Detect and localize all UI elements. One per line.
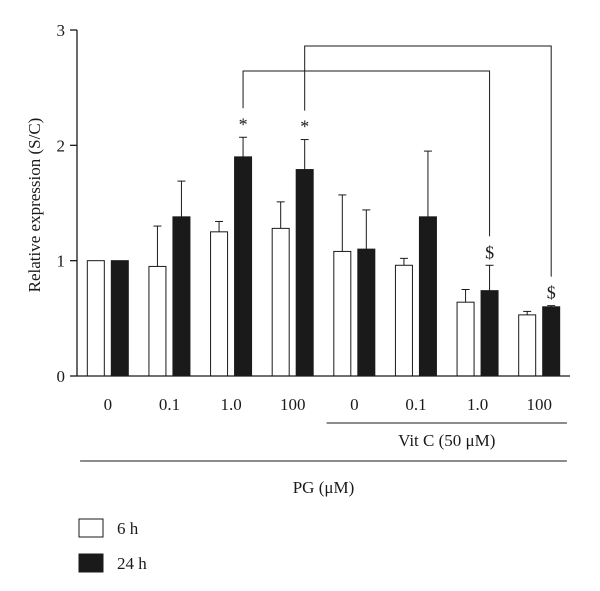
bar <box>480 290 499 377</box>
x-tick-label: 0 <box>104 395 113 414</box>
legend: 6 h 24 h <box>78 518 147 573</box>
y-tick-label: 0 <box>57 367 66 386</box>
legend-swatch <box>78 553 104 573</box>
bars: * * $ $ <box>77 114 570 377</box>
bar <box>172 216 191 377</box>
legend-label: 6 h <box>117 519 139 538</box>
significance-label: * <box>239 114 248 134</box>
legend-swatch <box>78 518 104 538</box>
comparison-bracket <box>304 45 552 277</box>
group-labels: Vit C (50 μM) PG (μM) <box>80 422 567 497</box>
x-tick-label: 0.1 <box>159 395 180 414</box>
bar <box>295 169 314 377</box>
y-axis-title: Relative expression (S/C) <box>25 118 44 293</box>
bar <box>418 216 437 377</box>
y-tick-label: 3 <box>57 21 66 40</box>
group-label: PG (μM) <box>293 478 355 497</box>
significance-label: $ <box>485 242 494 262</box>
x-tick-label: 1.0 <box>220 395 241 414</box>
significance-brackets <box>242 45 552 277</box>
comparison-bracket <box>242 70 491 237</box>
bar <box>333 250 352 377</box>
bar <box>148 265 167 377</box>
bar <box>271 227 290 377</box>
bar <box>110 260 129 377</box>
bar <box>518 314 537 377</box>
x-tick-label: 0 <box>350 395 359 414</box>
x-tick-label: 1.0 <box>467 395 488 414</box>
x-tick-label: 100 <box>526 395 552 414</box>
significance-label: * <box>300 117 309 137</box>
x-tick-label: 100 <box>280 395 306 414</box>
bar <box>394 264 413 377</box>
group-label: Vit C (50 μM) <box>398 431 495 450</box>
legend-label: 24 h <box>117 554 147 573</box>
y-tick-label: 1 <box>57 252 66 271</box>
bar <box>86 260 105 377</box>
x-tick-labels: 0 0.1 1.0 100 0 0.1 1.0 100 <box>104 395 552 414</box>
bar <box>210 231 229 377</box>
bar <box>542 306 561 377</box>
y-axis: 0 1 2 3 <box>57 21 78 386</box>
bar <box>357 248 376 377</box>
significance-label: $ <box>547 283 556 303</box>
x-tick-label: 0.1 <box>405 395 426 414</box>
bar <box>456 301 475 377</box>
bar <box>234 156 253 377</box>
y-tick-label: 2 <box>57 136 66 155</box>
